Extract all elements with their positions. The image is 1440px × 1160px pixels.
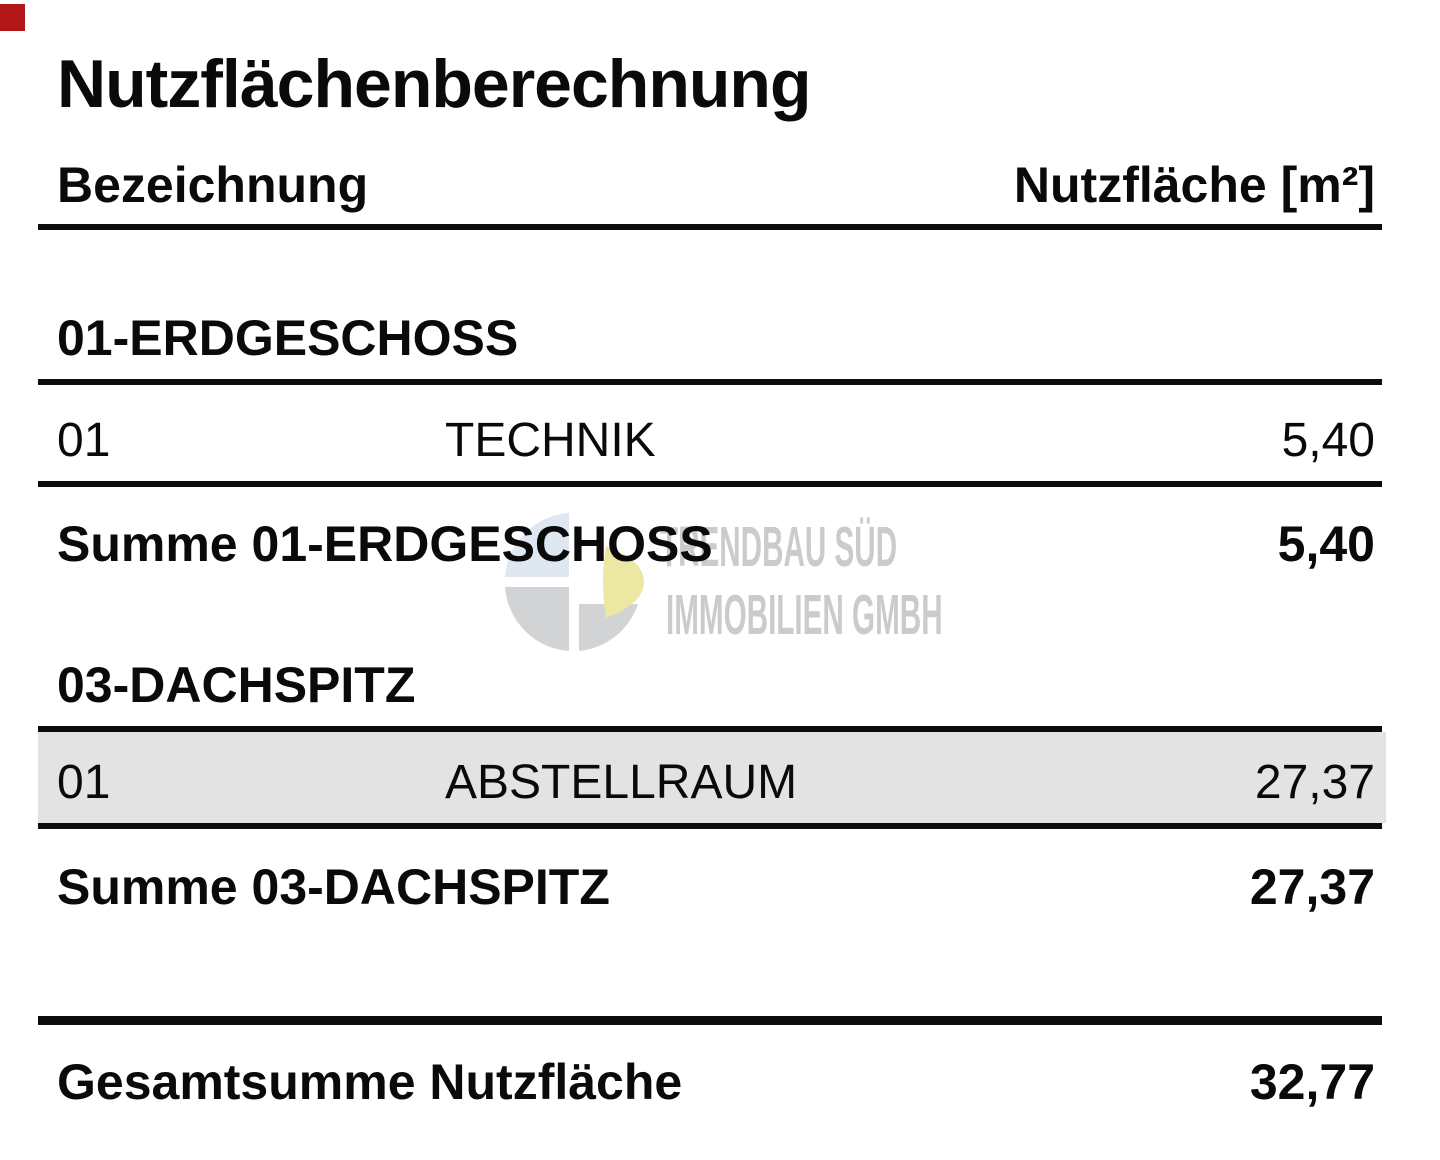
section-heading-erdgeschoss: 01-ERDGESCHOSS (57, 310, 519, 366)
sum-value-erdgeschoss: 5,40 (1277, 516, 1375, 572)
column-header-bezeichnung: Bezeichnung (57, 157, 369, 213)
section-heading-dachspitz: 03-DACHSPITZ (57, 657, 416, 713)
header-divider (38, 224, 1382, 230)
section-divider (38, 379, 1382, 385)
total-divider (38, 1016, 1382, 1025)
row-room-name: ABSTELLRAUM (445, 756, 798, 809)
row-number: 01 (57, 756, 111, 809)
page-title: Nutzflächenberechnung (57, 46, 811, 122)
sum-label-dachspitz: Summe 03-DACHSPITZ (57, 859, 610, 915)
sum-label-erdgeschoss: Summe 01-ERDGESCHOSS (57, 516, 713, 572)
sum-value-dachspitz: 27,37 (1249, 859, 1375, 915)
total-label: Gesamtsumme Nutzfläche (57, 1054, 683, 1110)
row-divider (38, 823, 1382, 829)
row-area-value: 5,40 (1281, 414, 1375, 467)
red-corner-scan-mark (0, 4, 25, 31)
row-area-value: 27,37 (1254, 756, 1375, 809)
section-divider (38, 726, 1382, 732)
column-header-nutzflaeche: Nutzfläche [m²] (1013, 157, 1375, 213)
row-divider (38, 481, 1382, 487)
row-room-name: TECHNIK (445, 414, 656, 467)
highlighted-row-background (38, 732, 1386, 823)
watermark-company-type: IMMOBILIEN GMBH (666, 583, 943, 647)
row-number: 01 (57, 414, 111, 467)
trendbau-logo-icon (502, 510, 646, 654)
total-value: 32,77 (1249, 1054, 1375, 1110)
watermark-company-name: TRENDBAU SÜD (660, 515, 898, 579)
